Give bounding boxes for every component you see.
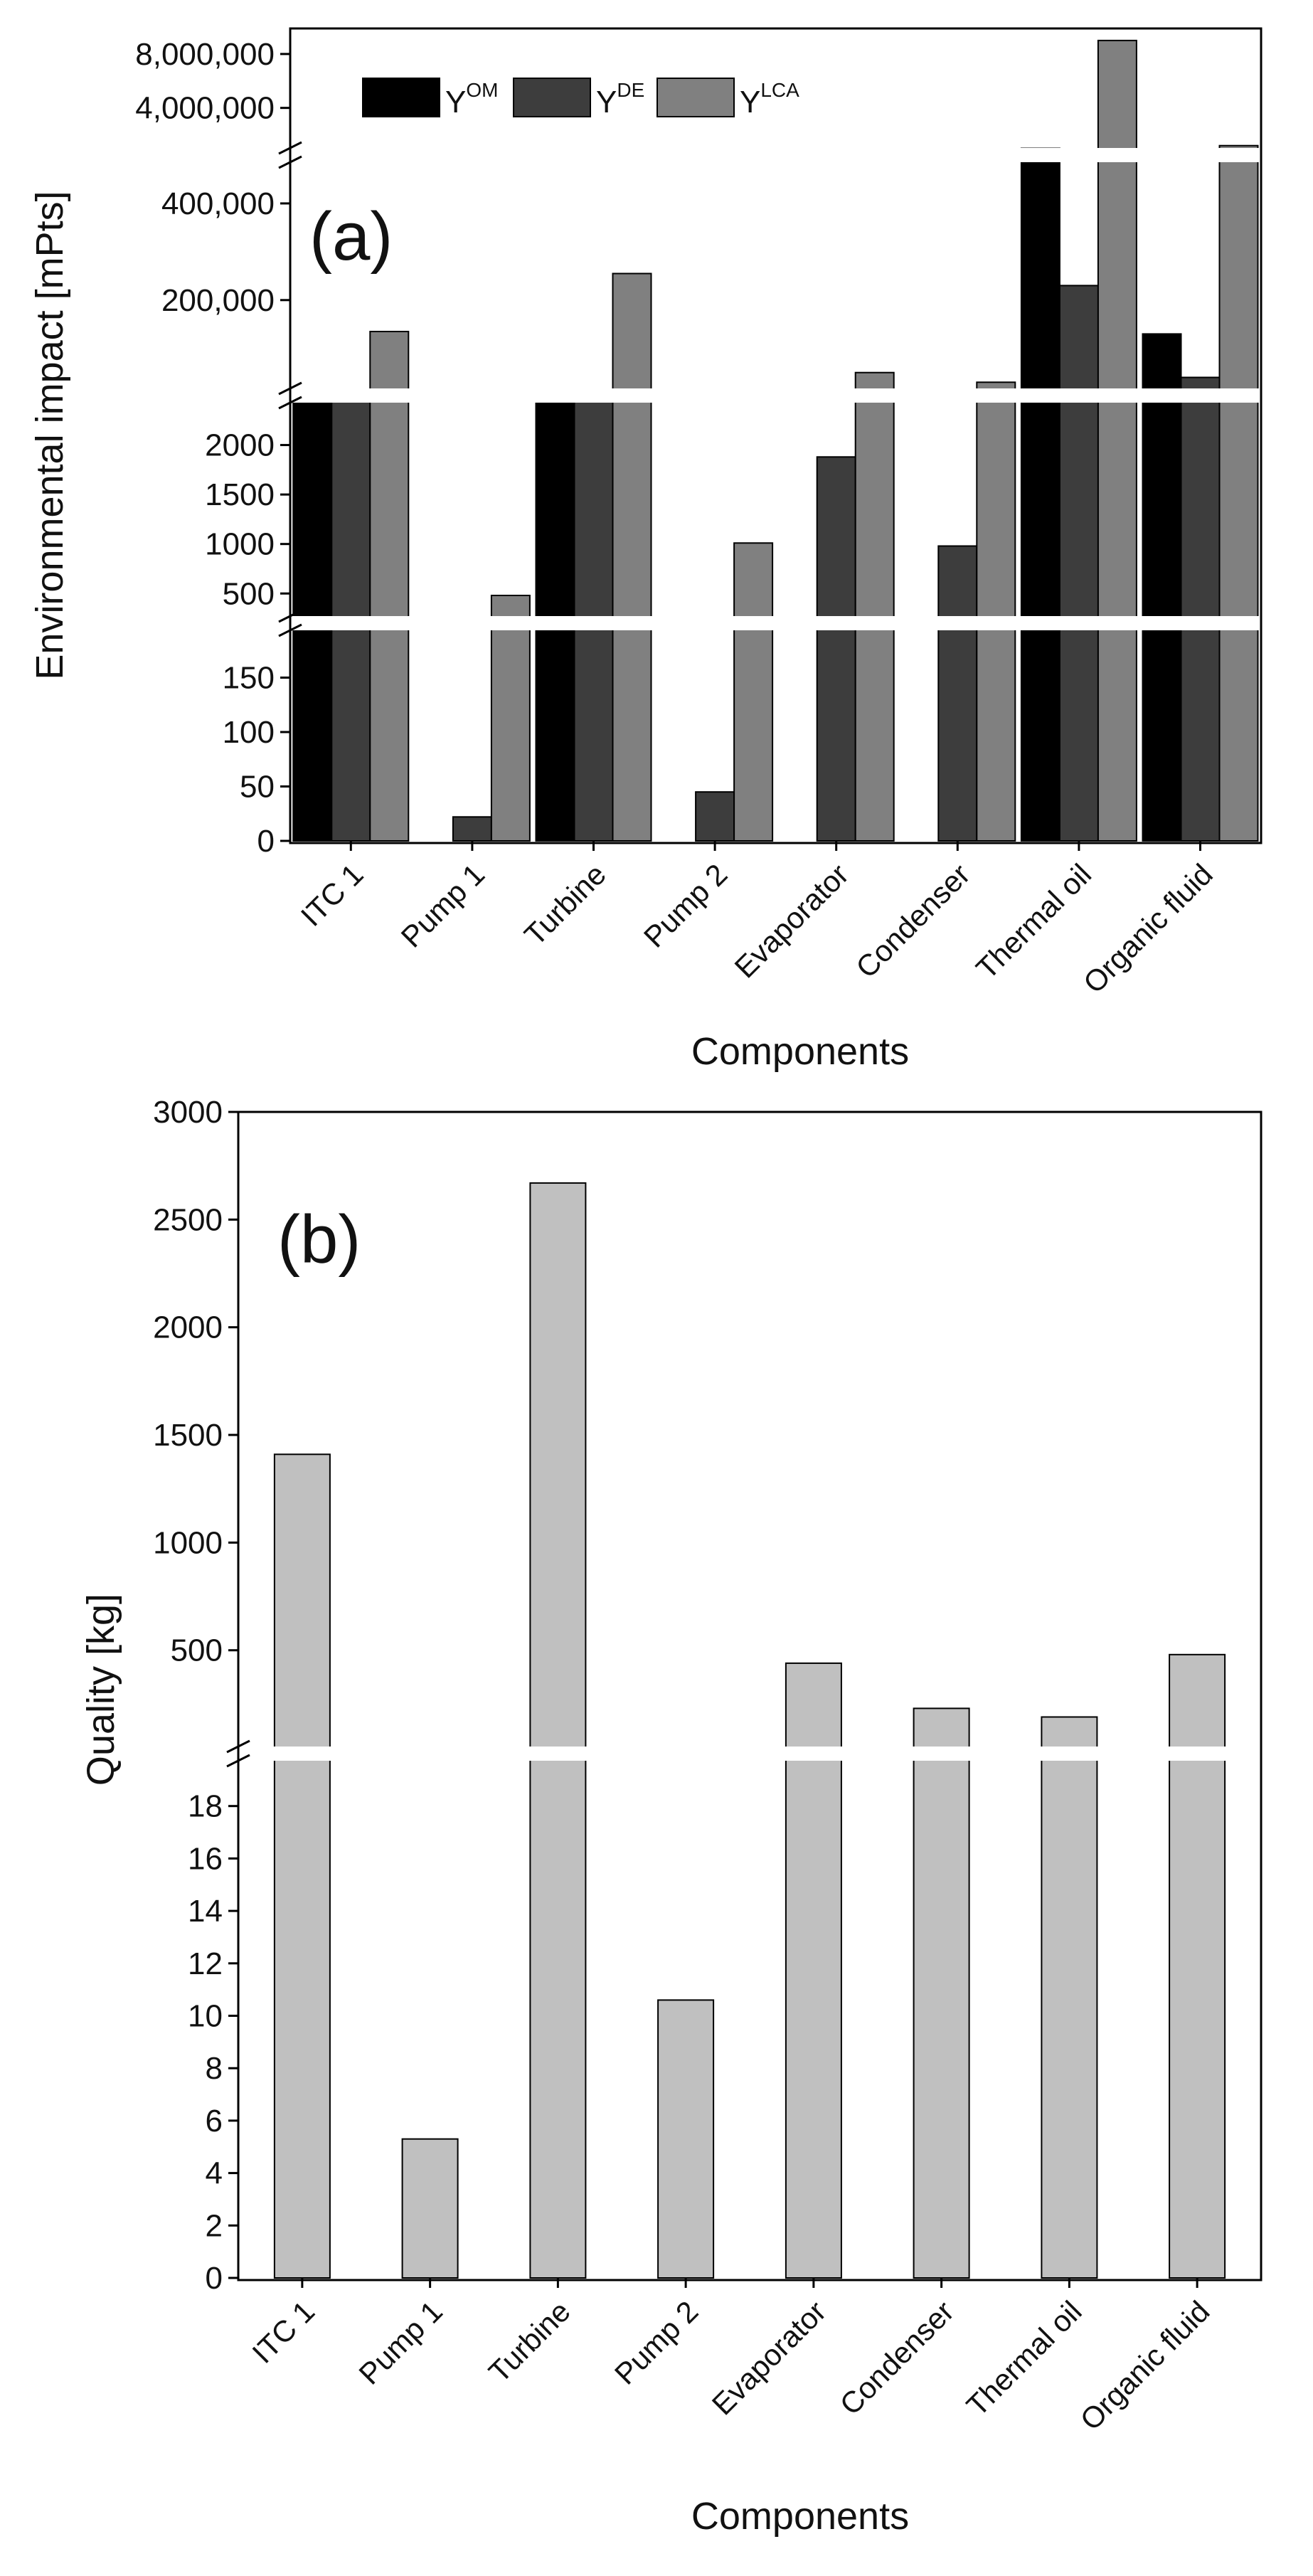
a-bar-lca-itc-1 [369, 331, 410, 842]
a-bar-om-thermal-oil [1020, 147, 1060, 842]
a-bar-lca-organic-fluid [1218, 144, 1259, 842]
a-y-tick-label-200-000: 200,000 [161, 283, 275, 318]
b-x-tick-label-pump-2: Pump 2 [608, 2294, 705, 2391]
a-x-tick-label-condenser: Condenser [849, 857, 977, 985]
a-y-tick-label-4-000-000: 4,000,000 [135, 91, 275, 126]
panel-a-axis-breaks [278, 141, 1264, 637]
b-y-tick-label-16: 16 [188, 1841, 223, 1876]
a-bar-de-thermal-oil [1058, 285, 1099, 842]
a-y-tick-label-500: 500 [223, 576, 275, 611]
a-bar-lca-pump-2 [733, 542, 774, 842]
panel-b: 0 2 4 6 8 10 12 14 16 18 500 1000 1500 2000 2500 3000 I… [80, 1095, 1264, 2538]
b-bar-quality-pump-1 [401, 2138, 459, 2279]
b-y-tick-label-10: 10 [188, 1999, 223, 2034]
b-x-tick-label-thermal-oil: Thermal oil [960, 2294, 1088, 2422]
a-y-tick-label-0: 0 [257, 824, 275, 859]
legend-swatch-om [362, 78, 440, 117]
a-x-tick-label-evaporator: Evaporator [728, 857, 856, 985]
b-x-tick-label-turbine: Turbine [482, 2294, 577, 2389]
a-y-tick-label-8-000-000: 8,000,000 [135, 37, 275, 72]
a-bar-lca-condenser [976, 381, 1016, 842]
a-x-tick-label-organic-fluid: Organic fluid [1077, 857, 1219, 1000]
panel-b-axis-breaks [226, 1739, 1264, 1768]
a-break-gap-1 [287, 388, 1264, 403]
a-y-tick-label-1000: 1000 [205, 527, 275, 562]
a-y-tick-label-150: 150 [223, 661, 275, 696]
b-x-tick-label-organic-fluid: Organic fluid [1074, 2294, 1216, 2437]
legend-label-de: YDE [596, 79, 644, 120]
b-y-tick-label-2: 2 [206, 2208, 223, 2243]
b-y-tick-label-14: 14 [188, 1894, 223, 1929]
b-y-tick-label-12: 12 [188, 1946, 223, 1981]
a-bar-de-pump-1 [452, 816, 492, 842]
legend-swatch-lca [656, 78, 735, 117]
b-x-tick-label-evaporator: Evaporator [706, 2294, 833, 2422]
panel-b-category-labels: ITC 1 Pump 1 Turbine Pump 2 Evaporator Conden… [245, 2278, 1216, 2437]
b-y-tick-label-6: 6 [206, 2104, 223, 2138]
a-break-gap-2 [287, 148, 1264, 162]
panel-b-tag: (b) [277, 1202, 361, 1278]
panel-a-category-labels: ITC 1 Pump 1 Turbine Pump 2EvaporatorConden… [294, 841, 1219, 1000]
b-bar-quality-pump-2 [657, 1999, 715, 2279]
a-bar-om-organic-fluid [1142, 333, 1182, 842]
b-y-tick-label-8: 8 [206, 2051, 223, 2086]
legend-label-lca: YLCA [740, 79, 799, 120]
panel-b-bars [273, 1182, 1226, 2279]
b-bar-quality-turbine [529, 1182, 587, 2279]
a-y-tick-label-50: 50 [240, 770, 275, 805]
legend-label-sup-lca: LCA [760, 79, 799, 101]
a-y-tick-label-1500: 1500 [205, 477, 275, 512]
legend-label-sup-de: DE [617, 79, 644, 101]
b-y-tick-label-4: 4 [206, 2156, 223, 2191]
a-bar-de-pump-2 [695, 791, 735, 842]
b-x-tick-label-itc-1: ITC 1 [245, 2294, 321, 2370]
a-bar-lca-evaporator [854, 371, 895, 842]
panel-b-ticks: 0 2 4 6 8 10 12 14 16 18 500 1000 1500 2000 2500 3000 [153, 1095, 238, 2296]
b-break-gap-0 [235, 1747, 1264, 1761]
panel-b-frame [237, 1111, 1262, 2281]
b-y-tick-label-3000: 3000 [153, 1095, 223, 1130]
b-bar-quality-itc-1 [273, 1453, 331, 2279]
a-y-tick-label-400-000: 400,000 [161, 186, 275, 221]
panel-a-tag: (a) [309, 198, 393, 275]
legend-label-sup-om: OM [466, 79, 498, 101]
a-x-tick-label-turbine: Turbine [518, 857, 612, 952]
a-bar-de-evaporator [816, 456, 856, 842]
a-bar-lca-thermal-oil [1097, 39, 1137, 842]
panel-a-x-axis-title: Components [691, 1030, 909, 1073]
b-y-tick-label-2500: 2500 [153, 1202, 223, 1237]
b-y-tick-label-18: 18 [188, 1789, 223, 1824]
b-y-tick-label-0: 0 [206, 2261, 223, 2296]
panel-a-ticks: 0 50 100 150 500 1000 1500 2000 200,000 400,000 4,… [135, 37, 290, 859]
a-x-tick-label-pump-1: Pump 1 [395, 857, 491, 954]
a-x-tick-label-itc-1: ITC 1 [294, 857, 370, 933]
a-bar-de-condenser [937, 545, 978, 842]
b-y-tick-label-1000: 1000 [153, 1525, 223, 1560]
a-bar-lca-turbine [612, 272, 652, 842]
b-bar-quality-thermal-oil [1041, 1716, 1098, 2279]
panel-a-y-axis-title: Environmental impact [mPts] [28, 191, 71, 679]
a-y-tick-label-2000: 2000 [205, 428, 275, 463]
panel-a-frame [289, 27, 1262, 844]
a-break-gap-0 [287, 616, 1264, 630]
panel-a-legend: YOM YDE YLCA [362, 78, 799, 120]
panel-b-x-axis-title: Components [691, 2495, 909, 2538]
b-bar-quality-condenser [913, 1707, 970, 2279]
b-y-tick-label-500: 500 [171, 1633, 223, 1668]
b-y-tick-label-2000: 2000 [153, 1310, 223, 1345]
b-x-tick-label-condenser: Condenser [833, 2294, 960, 2422]
b-y-tick-label-1500: 1500 [153, 1418, 223, 1453]
panel-a-bars [292, 39, 1259, 842]
a-bar-lca-pump-1 [490, 595, 531, 842]
legend-label-om: YOM [445, 79, 498, 120]
a-bar-de-organic-fluid [1180, 376, 1221, 842]
panel-b-y-axis-title: Quality [kg] [80, 1594, 122, 1786]
a-x-tick-label-pump-2: Pump 2 [637, 857, 734, 954]
b-x-tick-label-pump-1: Pump 1 [352, 2294, 449, 2391]
a-y-tick-label-100: 100 [223, 715, 275, 750]
panel-a: 0 50 100 150 500 1000 1500 2000 200,000 400,000 4,… [28, 27, 1264, 1073]
legend-swatch-de [513, 78, 591, 117]
a-x-tick-label-thermal-oil: Thermal oil [969, 857, 1097, 985]
